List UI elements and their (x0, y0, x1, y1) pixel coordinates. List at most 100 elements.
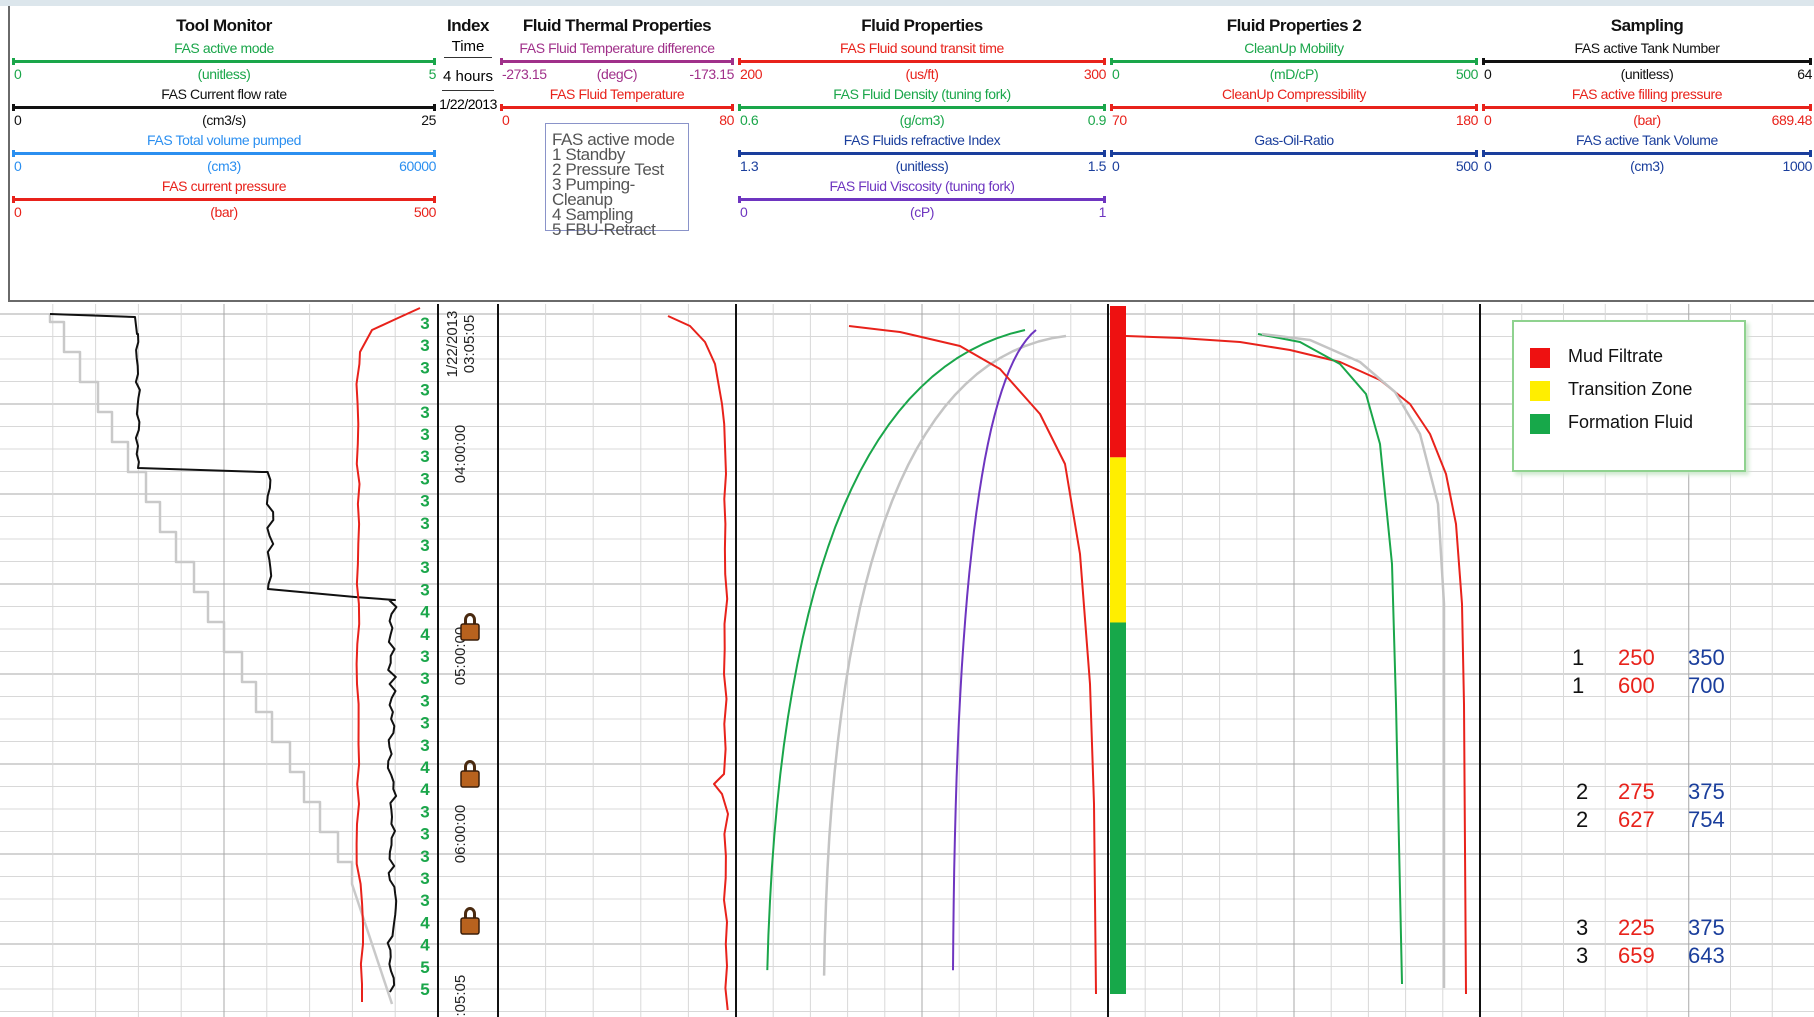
scale-unit: (cm3) (1630, 158, 1664, 174)
sample-lock-icon (460, 907, 480, 935)
tank-number: 3 (1576, 915, 1589, 940)
fluid2-curve-scale: 0 (mD/cP) 500 (1108, 66, 1480, 84)
sampling-curve-line (1482, 104, 1812, 111)
scale-unit: (us/ft) (905, 66, 939, 82)
sampling-curve-scale: 0 (cm3) 1000 (1480, 158, 1814, 176)
mode-value: 3 (420, 514, 429, 533)
fluid2-curve-line (1110, 150, 1478, 157)
scale-min: 70 (1112, 112, 1127, 128)
fluid2-curve-line (1110, 104, 1478, 111)
fluid-curve-scale: 200 (us/ft) 300 (736, 66, 1108, 84)
scale-unit: (cP) (909, 204, 935, 220)
fluid2-curve-name: CleanUp Mobility (1244, 40, 1344, 56)
mode-value: 3 (420, 891, 429, 910)
scale-min: 0 (14, 204, 22, 220)
mobility-curve (1257, 333, 1403, 985)
thermal-curve-name: FAS Fluid Temperature difference (519, 40, 715, 56)
tank-number: 1 (1572, 645, 1585, 670)
index-column: Index Time 4 hours 1/22/2013 (438, 8, 498, 300)
mode-value: 5 (420, 958, 429, 977)
scale-max: 500 (1455, 66, 1479, 82)
tank-pressure: 275 (1618, 779, 1655, 804)
mode-box-line: 3 Pumping-Cleanup (552, 175, 635, 209)
mode-value: 3 (420, 847, 429, 866)
scale-unit: (degC) (596, 66, 638, 82)
mode-value: 3 (420, 669, 429, 688)
header-frame (8, 6, 1814, 302)
fluid-curve-scale: 0.6 (g/cm3) 0.9 (736, 112, 1108, 130)
sampling-curve-scale: 0 (bar) 689.48 (1480, 112, 1814, 130)
mode-value: 3 (420, 580, 429, 599)
index-rule-2 (442, 90, 494, 91)
scale-max: 80 (719, 112, 734, 128)
sampling-curve-name: FAS active filling pressure (1571, 86, 1723, 102)
mode-value: 3 (420, 358, 429, 377)
tank-number: 3 (1576, 943, 1589, 968)
pressure-curve (355, 307, 421, 1002)
scale-min: 0.6 (740, 112, 759, 128)
tool_monitor-curve-line (12, 196, 436, 203)
active-mode-legend-box: FAS active mode 1 Standby 2 Pressure Test 3… (545, 123, 689, 238)
scale-unit: (cm3) (207, 158, 241, 174)
density-curve (766, 329, 1026, 971)
lock-shackle (464, 760, 476, 771)
scale-unit: (unitless) (895, 158, 949, 174)
log-track-plot: 3 3 3 3 3 3 3 3 3 3 3 3 3 4 4 3 3 3 3 3 4 4 3 3 3 3 3 4 4 5 5 1/22/2013… (0, 304, 1814, 1017)
scale-min: 0 (502, 112, 510, 128)
zone-bar-segment (1110, 457, 1126, 623)
tool_monitor-curve-scale: 0 (unitless) 5 (10, 66, 438, 84)
mode-value: 4 (420, 758, 430, 777)
fluid2-curve-scale: 0 500 (1108, 158, 1480, 176)
fluid-curve-line (738, 58, 1106, 65)
top-rule (0, 0, 1814, 6)
flow-rate-curve (49, 313, 398, 993)
log-header: Tool Monitor FAS active mode 0 (unitless) 5… (0, 0, 1814, 304)
zone-legend: Mud Filtrate Transition Zone Formation Flu… (1512, 320, 1746, 472)
sampling-curve-scale: 0 (unitless) 64 (1480, 66, 1814, 84)
refractive-index-curve (822, 334, 1067, 976)
scale-max: 5 (428, 66, 437, 82)
tool-monitor-column: Tool Monitor FAS active mode 0 (unitless) 5… (10, 8, 438, 300)
scale-max: 1.5 (1087, 158, 1107, 174)
scale-max: 64 (1797, 66, 1812, 82)
sampling-curve-line (1482, 58, 1812, 65)
tank-row: 1 250 350 (1560, 645, 1760, 673)
scale-max: -173.15 (689, 66, 734, 82)
scale-min: -273.15 (502, 66, 547, 82)
scale-min: 0 (1484, 112, 1492, 128)
tank-pressure: 225 (1618, 915, 1655, 940)
scale-unit: (g/cm3) (899, 112, 945, 128)
lock-shackle (464, 613, 476, 624)
mode-value: 4 (420, 913, 430, 932)
fluid-curve-scale: 0 (cP) 1 (736, 204, 1108, 222)
tank-pressure: 600 (1618, 673, 1655, 698)
mode-box-line: FAS active mode (552, 130, 675, 149)
scale-max: 25 (421, 112, 436, 128)
mode-box-line: 5 FBU-Retract (552, 220, 656, 239)
thermal-curve-scale: 0 80 (498, 112, 736, 130)
mode-value: 3 (420, 691, 429, 710)
mode-value: 3 (420, 403, 429, 422)
active-mode-values: 3 3 3 3 3 3 3 3 3 3 3 3 3 4 4 3 3 3 3 3 4 4 3 3 3 3 3 4 4 5 5 (420, 314, 430, 999)
mode-value: 3 (420, 869, 429, 888)
tank-pressure: 627 (1618, 807, 1655, 832)
mode-box-line: 1 Standby (552, 145, 625, 164)
mode-value: 3 (420, 447, 429, 466)
time-label: 05:00:00 (452, 627, 469, 685)
fluid-curve-line (738, 104, 1106, 111)
time-label: 03:05:05 (461, 315, 478, 373)
scale-min: 0 (14, 112, 22, 128)
mode-value: 3 (420, 425, 429, 444)
scale-max: 0.9 (1087, 112, 1107, 128)
fluid-curve-name: FAS Fluids refractive Index (843, 132, 1001, 148)
legend-label: Transition Zone (1568, 379, 1693, 399)
scale-min: 0 (14, 66, 22, 82)
time-label: 06:00:00 (452, 805, 469, 863)
scale-unit: (bar) (210, 204, 238, 220)
zone-bar-segment (1110, 622, 1126, 994)
mode-value: 3 (420, 336, 429, 355)
mode-box-line: 4 Sampling (552, 205, 634, 224)
fluid2-curve-scale: 70 180 (1108, 112, 1480, 130)
tank-row: 2 627 754 (1560, 807, 1760, 835)
